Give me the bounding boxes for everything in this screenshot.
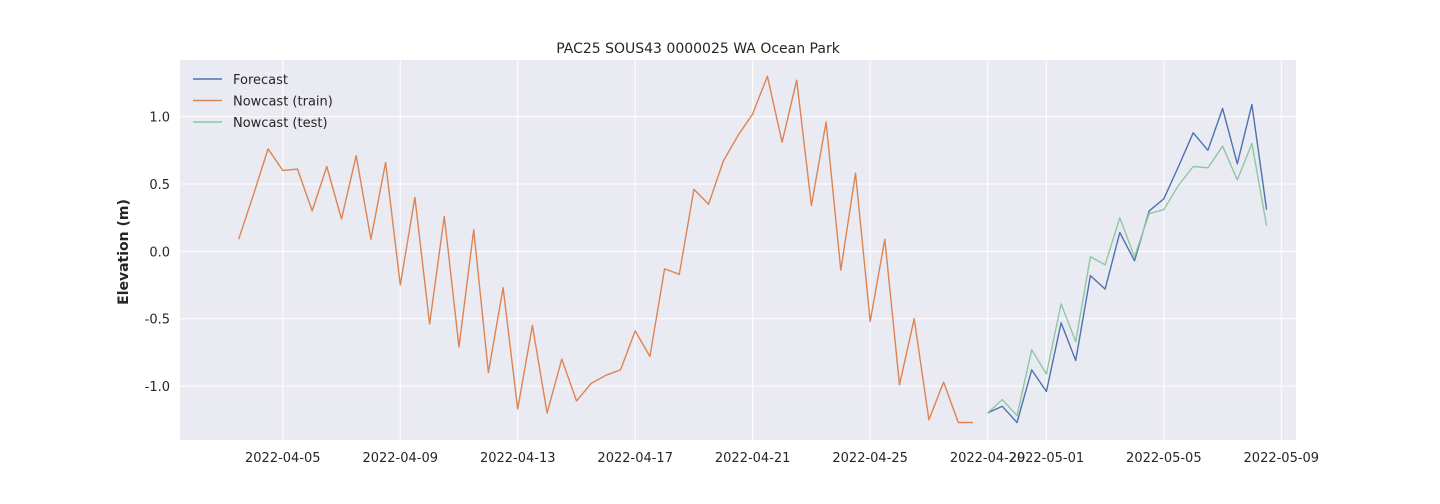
x-tick-label: 2022-04-17 [597,451,673,466]
y-tick-label: -0.5 [145,313,170,328]
legend-label-nowcast-train: Nowcast (train) [233,95,333,110]
series-line-forecast [987,103,1268,424]
x-tick-labels: 2022-04-05 2022-04-09 2022-04-13 2022-04-17… [245,451,1319,466]
legend: Forecast Nowcast (train) Nowcast (test) [193,73,333,131]
x-tick-label: 2022-04-29 [950,451,1026,466]
y-tick-label: 0.5 [149,178,170,193]
legend-label-nowcast-test: Nowcast (test) [233,116,328,131]
y-tick-labels: -1.0 -0.5 0.0 0.5 1.0 [145,111,170,396]
x-tick-label: 2022-05-05 [1126,451,1202,466]
chart-title: PAC25 SOUS43 0000025 WA Ocean Park [556,41,841,57]
y-tick-label: 1.0 [149,111,170,126]
y-tick-label: 0.0 [149,245,170,260]
x-tick-label: 2022-05-09 [1244,451,1320,466]
series-layer [238,75,1268,424]
x-tick-label: 2022-04-25 [832,451,908,466]
y-axis-label: Elevation (m) [116,199,132,305]
grid-lines [180,60,1296,440]
series-line-nowcast-test [987,142,1268,417]
series-line-nowcast-train [238,75,973,424]
x-tick-label: 2022-05-01 [1009,451,1085,466]
x-tick-label: 2022-04-09 [362,451,438,466]
y-tick-label: -1.0 [145,380,170,395]
legend-label-forecast: Forecast [233,73,288,88]
x-tick-label: 2022-04-21 [715,451,791,466]
x-tick-label: 2022-04-05 [245,451,321,466]
x-tick-label: 2022-04-13 [480,451,556,466]
